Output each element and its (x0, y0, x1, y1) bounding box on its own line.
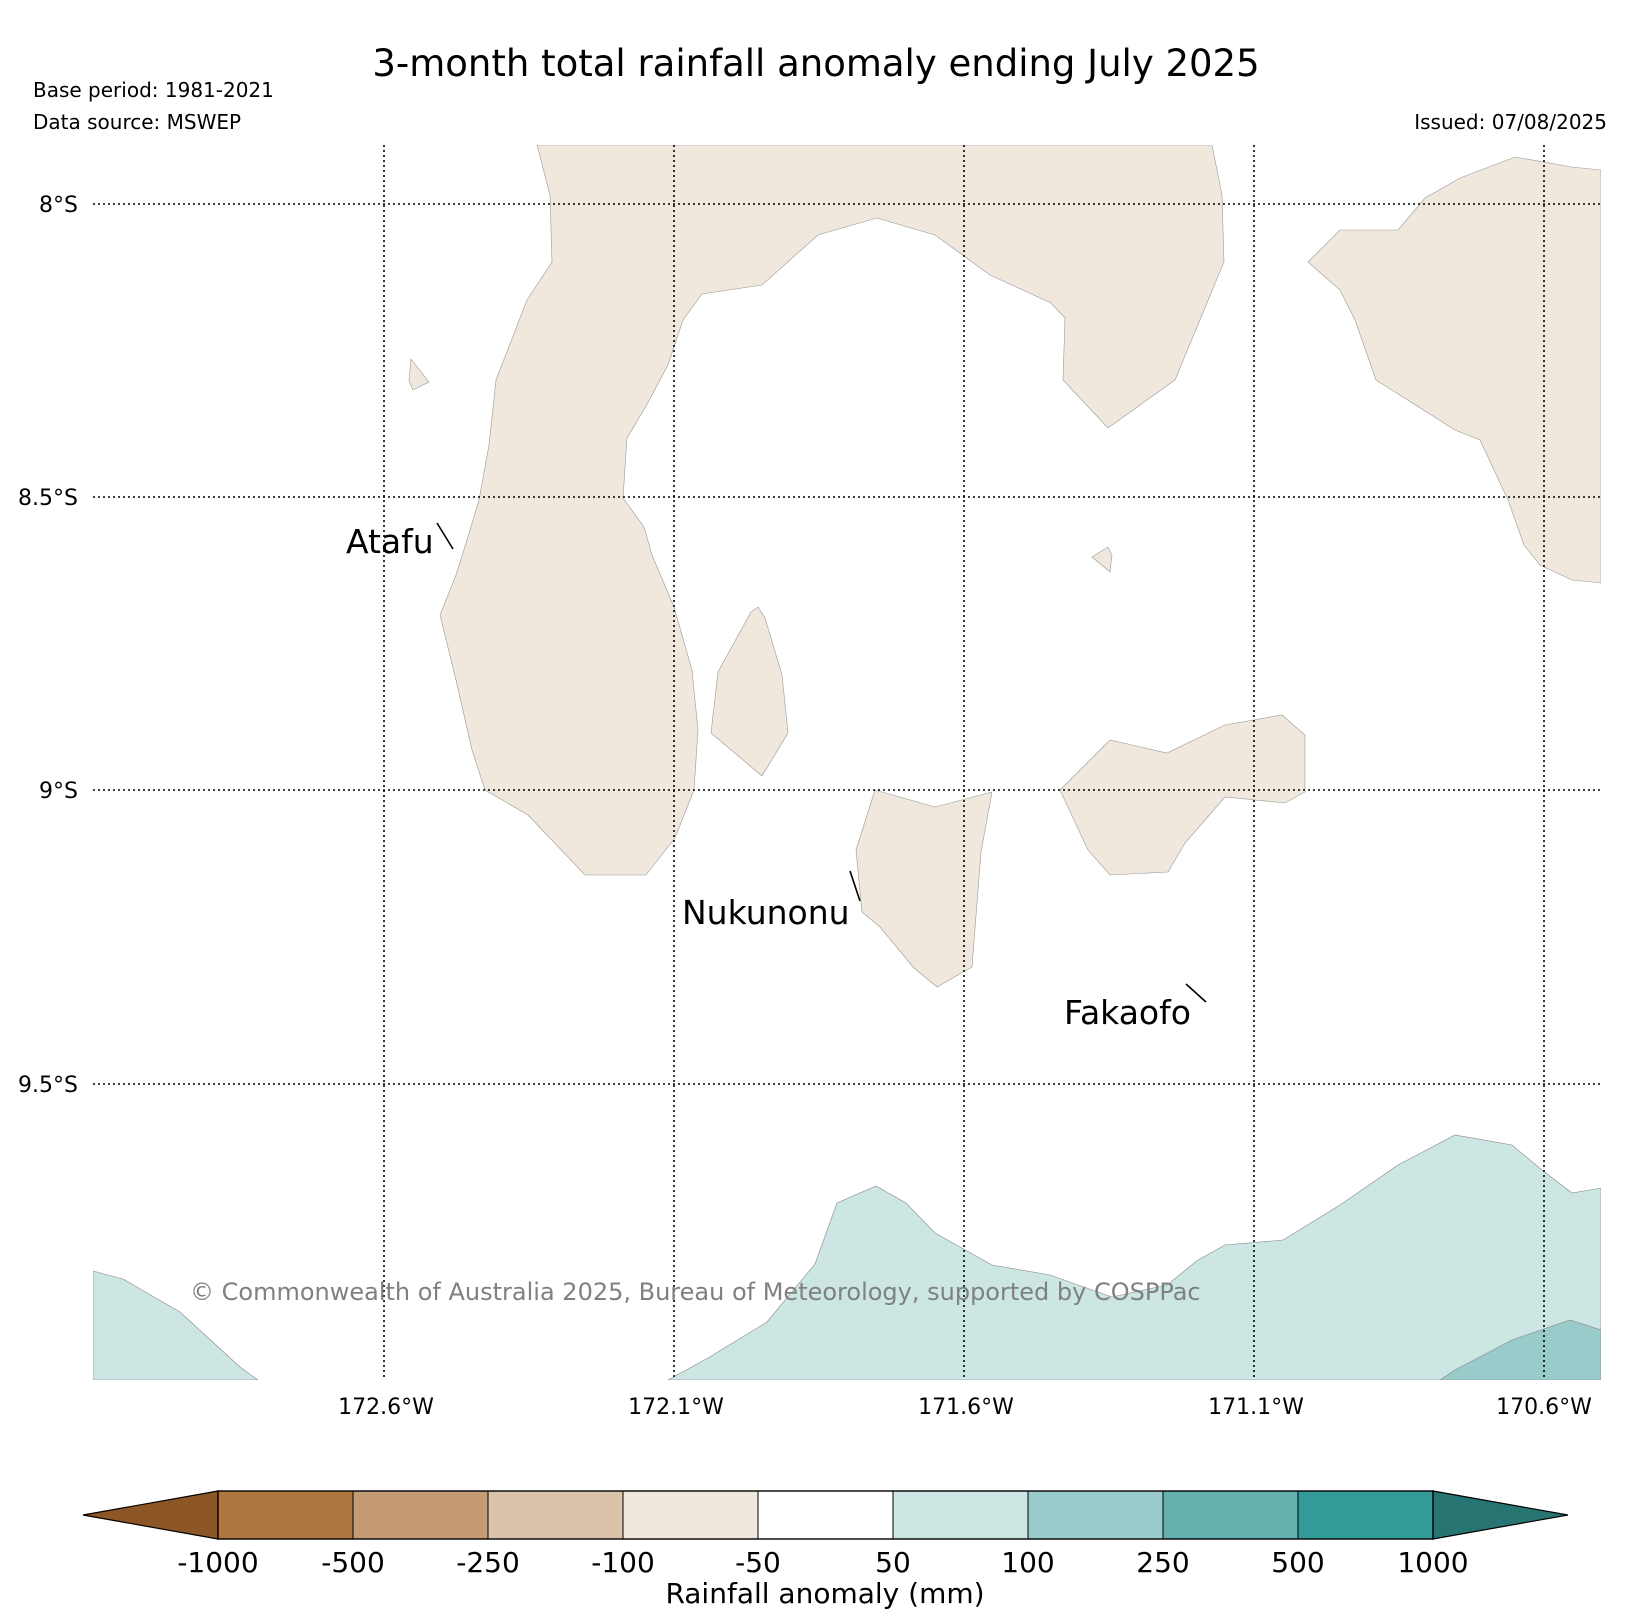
colorbar-tick-label: 250 (1136, 1546, 1189, 1579)
map-title: 3-month total rainfall anomaly ending Ju… (372, 42, 1260, 85)
latitude-labels: 8°S 8.5°S 9°S 9.5°S (18, 193, 78, 1098)
atoll-marker-nukunonu (849, 870, 861, 902)
atoll-marker-atafu (436, 522, 454, 550)
colorbar-segment (758, 1491, 893, 1539)
place-label-nukunonu: Nukunonu (682, 893, 850, 932)
anomaly-region-dry (710, 606, 789, 777)
atoll-marker-fakaofo (1185, 983, 1207, 1003)
issued-date-text: Issued: 07/08/2025 (1414, 110, 1607, 134)
lon-label: 172.1°W (628, 1395, 724, 1420)
anomaly-map-area: Atafu Nukunonu Fakaofo © Commonwealth of… (93, 145, 1601, 1380)
lat-label: 9.5°S (18, 1073, 78, 1098)
map-gridlines (93, 145, 1601, 1380)
lat-label: 9°S (39, 779, 78, 804)
colorbar-tick-label: 1000 (1397, 1546, 1468, 1579)
data-source-text: Data source: MSWEP (33, 110, 242, 134)
colorbar-segment (1298, 1491, 1433, 1539)
anomaly-region-dry (439, 145, 1225, 876)
colorbar-segment (1163, 1491, 1298, 1539)
colorbar-tick-label: 100 (1001, 1546, 1054, 1579)
colorbar-label: Rainfall anomaly (mm) (665, 1577, 984, 1609)
lat-label: 8.5°S (18, 486, 78, 511)
colorbar-extend-high (1432, 1490, 1569, 1540)
colorbar-tick-label: 500 (1271, 1546, 1324, 1579)
place-label-atafu: Atafu (346, 522, 434, 561)
colorbar-tick-label: -100 (591, 1546, 655, 1579)
copyright-notice: © Commonwealth of Australia 2025, Bureau… (190, 1278, 1201, 1306)
anomaly-region-dry (1307, 156, 1601, 584)
anomaly-region-dry (1091, 546, 1113, 573)
anomaly-region-dry (1059, 714, 1306, 876)
colorbar-segment (218, 1491, 353, 1539)
anomaly-region-wet (93, 1270, 259, 1380)
colorbar-tick-label: -250 (456, 1546, 520, 1579)
colorbar-tick-label: -500 (321, 1546, 385, 1579)
colorbar-extend-low (82, 1490, 219, 1540)
place-label-fakaofo: Fakaofo (1064, 993, 1191, 1032)
lon-label: 171.6°W (918, 1395, 1014, 1420)
colorbar-ticks: -1000 -500 -250 -100 -50 50 100 250 500 … (177, 1546, 1468, 1579)
anomaly-region-very-wet (1439, 1319, 1601, 1380)
lon-label: 170.6°W (1496, 1395, 1592, 1420)
colorbar-segment (488, 1491, 623, 1539)
base-period-text: Base period: 1981-2021 (33, 78, 274, 102)
anomaly-region-wet (667, 1134, 1601, 1380)
lon-label: 172.6°W (338, 1395, 434, 1420)
colorbar-tick-label: -50 (735, 1546, 781, 1579)
anomaly-region-dry (855, 789, 993, 988)
colorbar-segment (893, 1491, 1028, 1539)
lat-label: 8°S (39, 193, 78, 218)
atoll-markers (436, 522, 1207, 1003)
longitude-labels: 172.6°W 172.1°W 171.6°W 171.1°W 170.6°W (338, 1395, 1592, 1420)
colorbar-segment (1028, 1491, 1163, 1539)
colorbar: -1000 -500 -250 -100 -50 50 100 250 500 … (82, 1490, 1569, 1609)
anomaly-region-dry (408, 358, 430, 391)
lon-label: 171.1°W (1208, 1395, 1304, 1420)
colorbar-tick-label: 50 (875, 1546, 911, 1579)
colorbar-tick-label: -1000 (177, 1546, 258, 1579)
colorbar-segment (353, 1491, 488, 1539)
colorbar-segment (623, 1491, 758, 1539)
